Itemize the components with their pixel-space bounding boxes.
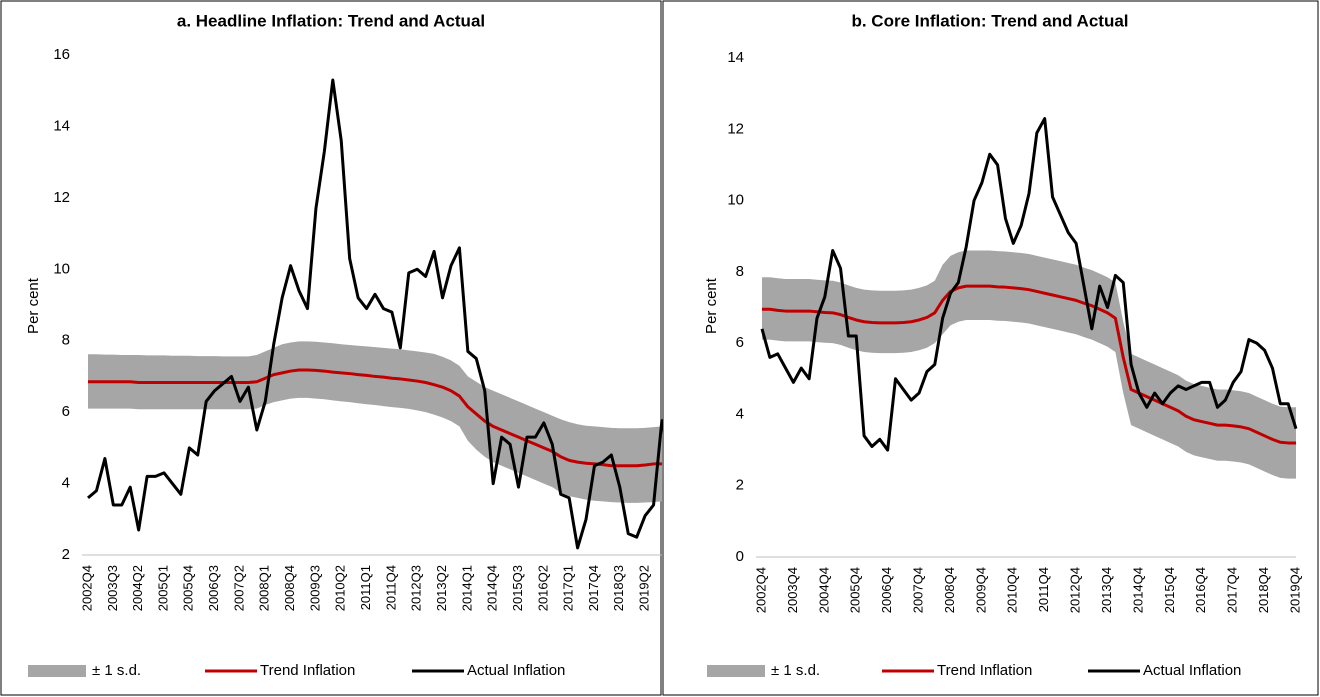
x-tick-label: 2010Q4 [1005,567,1020,613]
x-tick-label: 2002Q4 [753,567,768,613]
x-tick-label: 2014Q4 [1130,567,1145,613]
x-tick-label: 2018Q4 [1256,567,1271,613]
x-tick-label: 2017Q4 [1225,567,1240,613]
y-tick-label: 6 [736,334,744,351]
y-tick-label: 10 [53,260,70,277]
x-tick-label: 2011Q1 [358,565,373,610]
x-tick-label: 2006Q3 [206,565,221,611]
x-tick-label: 2014Q1 [459,565,474,611]
y-tick-label: 6 [62,403,70,420]
y-tick-label: 14 [53,117,70,134]
series-line [762,284,1296,445]
x-tick-label: 2015Q4 [1162,567,1177,613]
series-line [87,78,664,550]
series-line [88,368,662,468]
x-tick-label: 2014Q4 [485,565,500,611]
y-tick-label: 8 [62,332,70,349]
x-tick-label: 2005Q4 [181,565,196,611]
y-axis-label: Per cent [25,277,42,334]
x-tick-label: 2006Q4 [879,567,894,613]
series-line [760,117,1298,452]
y-tick-label: 16 [53,46,70,63]
legend-label: Trend Inflation [937,662,1032,679]
x-tick-label: 2016Q4 [1193,567,1208,613]
x-tick-label: 2018Q3 [611,565,626,611]
x-tick-label: 2012Q3 [409,565,424,611]
x-tick-label: 2011Q4 [383,565,398,610]
x-tick-label: 2008Q4 [942,567,957,613]
x-tick-label: 2016Q2 [535,565,550,611]
x-tick-label: 2004Q2 [130,565,145,611]
y-tick-label: 4 [736,405,744,422]
x-tick-label: 2007Q2 [231,565,246,611]
y-tick-label: 12 [727,120,744,137]
y-tick-label: 2 [62,546,70,563]
legend-swatch [28,665,86,677]
x-tick-label: 2013Q4 [1099,567,1114,613]
y-tick-label: 4 [62,475,70,492]
sd-band [762,250,1296,479]
panel-border [0,0,662,696]
panel-border [662,0,1319,696]
x-tick-label: 2017Q4 [586,565,601,611]
x-tick-label: 2010Q2 [333,565,348,611]
y-tick-label: 8 [736,263,744,280]
x-tick-label: 2005Q4 [848,567,863,613]
legend-label: Actual Inflation [1143,662,1241,679]
x-tick-label: 2003Q4 [785,567,800,613]
x-tick-label: 2017Q1 [561,565,576,611]
x-tick-label: 2008Q1 [257,565,272,611]
x-tick-label: 2009Q4 [973,567,988,613]
chart-title: a. Headline Inflation: Trend and Actual [177,11,485,30]
x-tick-label: 2012Q4 [1068,567,1083,613]
legend-label: Actual Inflation [467,662,565,679]
x-tick-label: 2009Q3 [307,565,322,611]
x-tick-label: 2003Q3 [105,565,120,611]
x-tick-label: 2004Q4 [816,567,831,613]
x-tick-label: 2005Q1 [155,565,170,611]
x-tick-label: 2019Q2 [637,565,652,611]
y-tick-label: 2 [736,477,744,494]
y-tick-label: 0 [736,548,744,565]
legend-label: ± 1 s.d. [92,662,141,679]
y-tick-label: 12 [53,189,70,206]
legend-label: ± 1 s.d. [771,662,820,679]
y-tick-label: 14 [727,49,744,66]
legend-label: Trend Inflation [260,662,355,679]
legend-swatch [707,665,765,677]
x-tick-label: 2015Q3 [510,565,525,611]
x-tick-label: 2008Q4 [282,565,297,611]
sd-band [88,341,662,503]
x-tick-label: 2011Q4 [1036,567,1051,612]
chart-title: b. Core Inflation: Trend and Actual [851,11,1128,30]
x-tick-label: 2007Q4 [910,567,925,613]
x-tick-label: 2002Q4 [79,565,94,611]
y-axis-label: Per cent [703,277,720,334]
x-tick-label: 2019Q4 [1287,567,1302,613]
y-tick-label: 10 [727,192,744,209]
x-tick-label: 2013Q2 [434,565,449,611]
